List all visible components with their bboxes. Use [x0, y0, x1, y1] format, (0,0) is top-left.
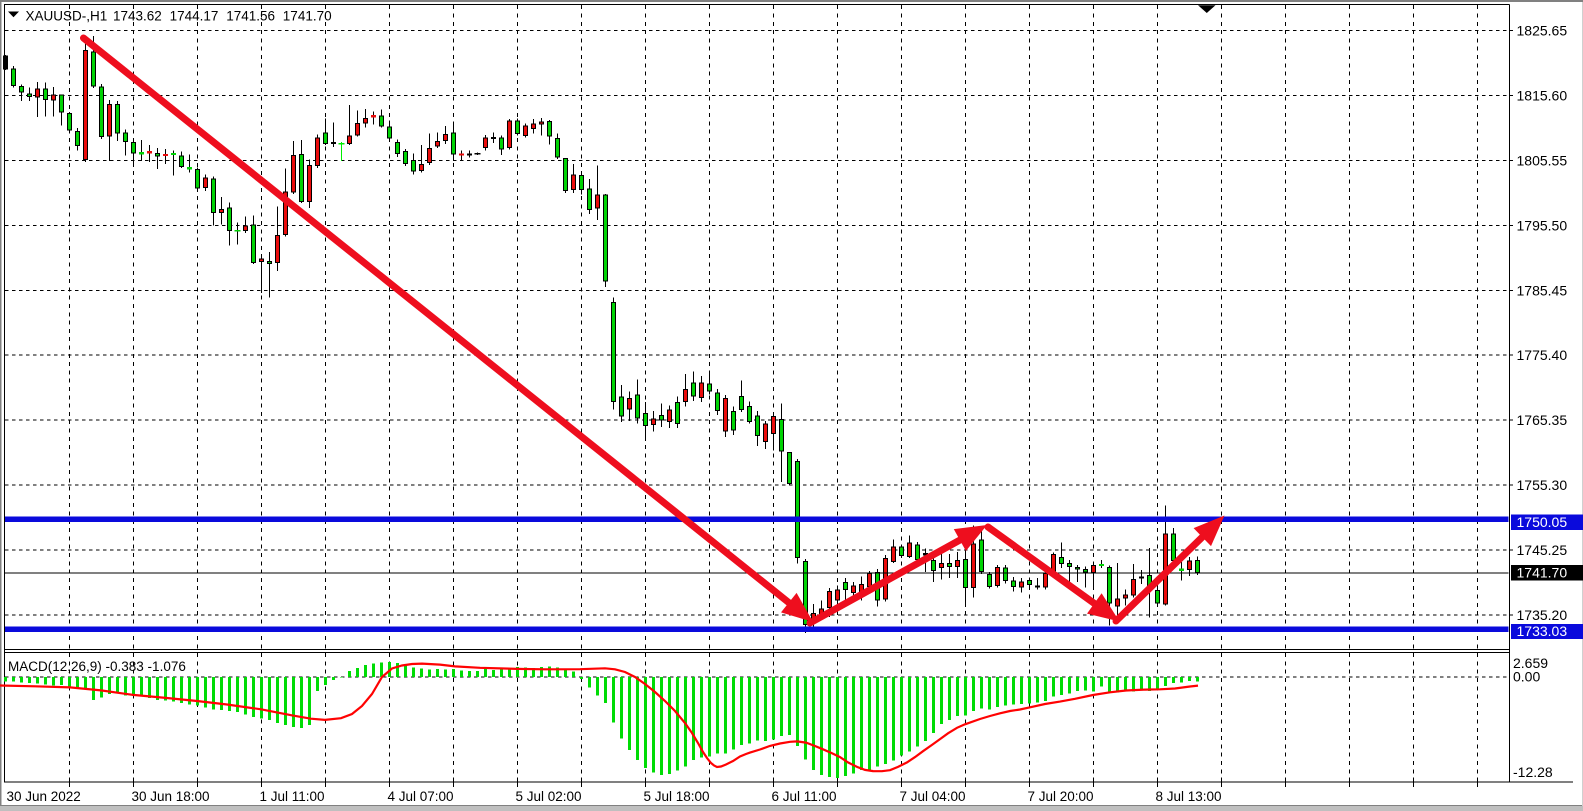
svg-text:1733.03: 1733.03	[1517, 623, 1568, 639]
svg-text:1825.65: 1825.65	[1517, 23, 1568, 39]
svg-text:1805.55: 1805.55	[1517, 152, 1568, 168]
svg-text:4 Jul 07:00: 4 Jul 07:00	[388, 789, 454, 804]
svg-text:1741.70: 1741.70	[283, 8, 332, 23]
svg-text:1785.45: 1785.45	[1517, 282, 1568, 298]
svg-text:0.00: 0.00	[1513, 669, 1540, 685]
svg-text:1741.70: 1741.70	[1517, 564, 1568, 580]
svg-text:1815.60: 1815.60	[1517, 87, 1568, 103]
svg-text:1775.40: 1775.40	[1517, 347, 1568, 363]
svg-text:7 Jul 20:00: 7 Jul 20:00	[1028, 789, 1094, 804]
svg-text:30 Jun 18:00: 30 Jun 18:00	[132, 789, 210, 804]
svg-text:8 Jul 13:00: 8 Jul 13:00	[1156, 789, 1222, 804]
svg-text:1750.05: 1750.05	[1517, 514, 1568, 530]
svg-text:1743.62: 1743.62	[113, 8, 162, 23]
svg-text:-12.28: -12.28	[1513, 764, 1553, 780]
svg-text:5 Jul 18:00: 5 Jul 18:00	[644, 789, 710, 804]
svg-text:1 Jul 11:00: 1 Jul 11:00	[260, 789, 325, 804]
svg-text:1741.56: 1741.56	[226, 8, 275, 23]
svg-text:1795.50: 1795.50	[1517, 217, 1568, 233]
svg-text:MACD(12,26,9) -0.383 -1.076: MACD(12,26,9) -0.383 -1.076	[8, 659, 186, 674]
svg-text:1755.30: 1755.30	[1517, 477, 1568, 493]
svg-text:1735.20: 1735.20	[1517, 607, 1568, 623]
svg-text:2.659: 2.659	[1513, 655, 1548, 671]
svg-text:1745.25: 1745.25	[1517, 542, 1568, 558]
svg-text:30 Jun 2022: 30 Jun 2022	[7, 789, 81, 804]
svg-text:6 Jul 11:00: 6 Jul 11:00	[772, 789, 837, 804]
svg-text:7 Jul 04:00: 7 Jul 04:00	[900, 789, 966, 804]
svg-text:5 Jul 02:00: 5 Jul 02:00	[516, 789, 582, 804]
svg-text:1765.35: 1765.35	[1517, 412, 1568, 428]
svg-text:1744.17: 1744.17	[170, 8, 219, 23]
svg-text:XAUUSD-,H1: XAUUSD-,H1	[26, 8, 108, 23]
